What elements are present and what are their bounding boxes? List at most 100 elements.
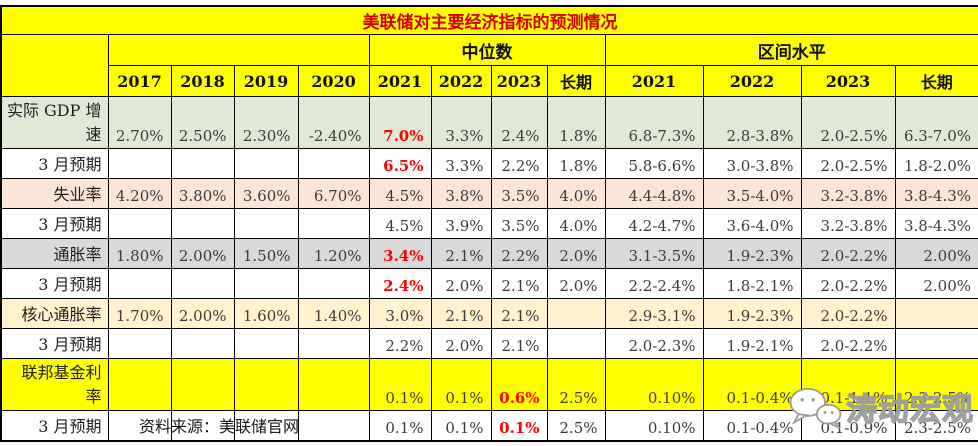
year-header: 长期 — [894, 65, 978, 97]
data-cell: 6.3-7.0% — [894, 96, 978, 149]
data-cell: 1.70% — [107, 298, 172, 329]
data-cell: 3.3% — [430, 96, 492, 149]
table-row: 3 月预期 6.5% 3.3% 2.2% 1.8% 5.8-6.6% 3.0-3.8% 2.0… — [0, 148, 978, 179]
data-cell: 2.4% — [490, 96, 548, 149]
data-cell — [107, 268, 172, 299]
history-group-cell — [107, 34, 370, 66]
data-cell: 2.3-2.5% — [894, 410, 978, 442]
data-cell: 0.1% — [490, 410, 548, 442]
data-cell: 3.9% — [430, 208, 492, 239]
corner-cell — [0, 34, 109, 97]
row-label: 3 月预期 — [0, 148, 109, 179]
data-cell: 3.1-3.5% — [604, 238, 704, 269]
year-header: 2019 — [233, 65, 299, 97]
table-row: 核心通胀率 1.70% 2.00% 1.60% 1.40% 3.0% 2.1% 2.1% 2.9… — [0, 298, 978, 329]
data-cell: 2.0% — [546, 238, 606, 269]
data-cell: 1.60% — [233, 298, 299, 329]
data-cell: 2.70% — [107, 96, 172, 149]
data-cell — [233, 148, 299, 179]
row-label: 实际 GDP 增 速 — [0, 96, 109, 149]
data-cell: 4.0% — [546, 178, 606, 209]
data-cell: 2.1% — [430, 298, 492, 329]
data-cell: 2.2-2.4% — [604, 268, 704, 299]
table-title: 美联储对主要经济指标的预测情况 — [0, 5, 978, 35]
data-cell — [170, 358, 235, 411]
data-cell: 3.60% — [233, 178, 299, 209]
data-cell: 3.8-4.3% — [894, 178, 978, 209]
row-label: 核心通胀率 — [0, 298, 109, 329]
year-header: 2021 — [368, 65, 432, 97]
data-cell: 3.5-4.0% — [702, 178, 802, 209]
data-cell: 3.2-3.8% — [800, 208, 896, 239]
row-label: 失业率 — [0, 178, 109, 209]
data-cell: 2.0% — [430, 328, 492, 359]
data-cell: 0.1% — [368, 358, 432, 411]
data-cell: 2.30% — [233, 96, 299, 149]
data-cell: 3.0-3.8% — [702, 148, 802, 179]
data-cell — [233, 268, 299, 299]
data-cell — [546, 328, 606, 359]
data-cell: 2.1% — [490, 328, 548, 359]
data-cell: 2.8-3.8% — [702, 96, 802, 149]
year-header: 2022 — [702, 65, 802, 97]
year-header: 2023 — [490, 65, 548, 97]
data-cell: 0.1-0.4% — [702, 410, 802, 442]
data-cell — [297, 328, 370, 359]
data-cell: 0.6% — [490, 358, 548, 411]
data-cell — [894, 328, 978, 359]
data-cell: 6.5% — [368, 148, 432, 179]
data-cell — [107, 410, 172, 442]
data-cell — [894, 298, 978, 329]
data-cell: 3.3% — [430, 148, 492, 179]
data-cell: 1.8% — [546, 148, 606, 179]
data-cell: 0.1-0.9% — [800, 410, 896, 442]
group-header-row: 中位数 区间水平 — [0, 34, 978, 97]
data-cell: 4.5% — [368, 178, 432, 209]
data-cell: 0.1-1.1% — [800, 358, 896, 411]
table-row: 联邦基金利 率 0.1% 0.1% 0.6% 2.5% 0.10% 0.1-0.4% 0.1-… — [0, 358, 978, 411]
data-cell: 2.0% — [546, 268, 606, 299]
data-cell — [233, 410, 299, 442]
data-cell: 2.1% — [430, 238, 492, 269]
table-row: 3 月预期 2.4% 2.0% 2.1% 2.0% 2.2-2.4% 1.8-2.1% 2.0… — [0, 268, 978, 299]
data-cell: 1.9-2.3% — [702, 238, 802, 269]
data-cell: 2.0% — [430, 268, 492, 299]
data-cell: 5.8-6.6% — [604, 148, 704, 179]
median-group-cell: 中位数 — [368, 34, 606, 66]
data-cell: 3.2-3.8% — [800, 178, 896, 209]
data-cell: 4.0% — [546, 208, 606, 239]
data-cell: 2.0-2.2% — [800, 238, 896, 269]
data-cell — [107, 148, 172, 179]
data-cell — [170, 208, 235, 239]
data-cell: 2.50% — [170, 96, 235, 149]
table-row: 3 月预期 4.5% 3.9% 3.5% 4.0% 4.2-4.7% 3.6-4.0% 3.2… — [0, 208, 978, 239]
data-cell — [107, 328, 172, 359]
source-note: 资料来源：美联储官网 — [139, 417, 300, 436]
data-cell: 4.5% — [368, 208, 432, 239]
data-cell — [170, 148, 235, 179]
data-cell: 2.0-2.5% — [800, 96, 896, 149]
data-cell: 3.6-4.0% — [702, 208, 802, 239]
data-cell: 1.9-2.3% — [702, 298, 802, 329]
year-header: 长期 — [546, 65, 606, 97]
data-cell — [107, 358, 172, 411]
year-header: 2022 — [430, 65, 492, 97]
data-cell — [297, 268, 370, 299]
data-cell — [297, 410, 370, 442]
data-cell: 3.0% — [368, 298, 432, 329]
data-cell: 2.00% — [894, 268, 978, 299]
data-cell: 2.0-2.2% — [800, 298, 896, 329]
forecast-table: 美联储对主要经济指标的预测情况 中位数 区间水平 2017 2018 2019 202… — [0, 5, 978, 442]
data-cell: 1.50% — [233, 238, 299, 269]
row-label: 3 月预期 — [0, 410, 109, 442]
data-cell: 2.1% — [490, 268, 548, 299]
data-cell: 2.1% — [490, 298, 548, 329]
data-cell: 2.0-2.3% — [604, 328, 704, 359]
year-header-row: 2017 2018 2019 2020 2021 2022 2023 长期 2021 2022 20… — [1, 65, 978, 97]
data-cell: 2.0-2.2% — [800, 328, 896, 359]
data-cell: 2.0-2.5% — [800, 148, 896, 179]
data-cell: 3.4% — [368, 238, 432, 269]
data-cell — [546, 298, 606, 329]
data-cell — [170, 268, 235, 299]
